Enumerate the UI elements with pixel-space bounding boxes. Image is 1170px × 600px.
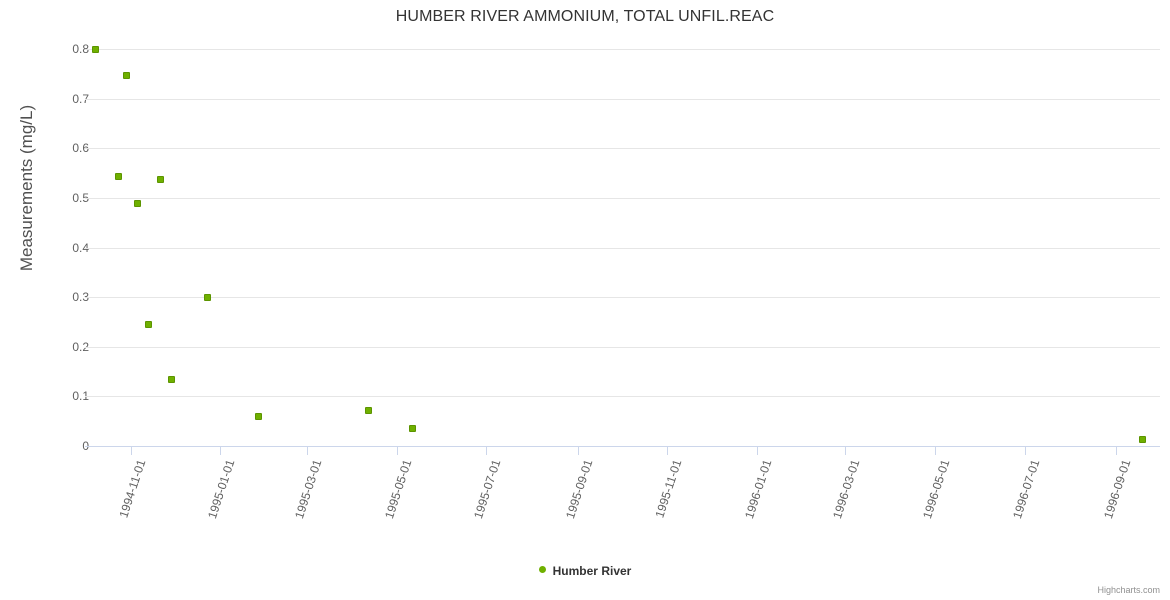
x-axis-tick-label: 1995-09-01 [562, 457, 596, 521]
data-point[interactable] [1138, 435, 1146, 443]
x-axis-tick-label: 1996-03-01 [830, 457, 863, 521]
x-axis-tick-label: 1995-05-01 [381, 457, 415, 521]
x-axis-tick-mark [667, 447, 669, 455]
legend-item-humber-river[interactable]: Humber River [538, 563, 632, 578]
x-axis-tick-label: 1995-01-01 [205, 457, 238, 521]
gridline [85, 148, 1160, 150]
plot-area [85, 45, 1160, 447]
x-axis-tick-mark [1024, 447, 1026, 455]
gridline [85, 197, 1160, 199]
legend-item-label: Humber River [552, 563, 632, 578]
x-axis-line [85, 446, 1160, 447]
x-axis-tick-mark [220, 447, 222, 455]
x-axis-tick-mark [130, 447, 132, 455]
x-axis-tick-label: 1994-11-01 [115, 457, 148, 520]
x-axis-tick-mark [935, 447, 936, 455]
y-axis-tick-label: 0.7 [72, 91, 89, 106]
legend: Humber River [0, 563, 1170, 578]
x-axis-tick-label: 1995-03-01 [292, 457, 325, 521]
chart-title: HUMBER RIVER AMMONIUM, TOTAL UNFIL.REAC [395, 8, 775, 25]
x-axis-tick-label: 1995-11-01 [652, 457, 685, 520]
x-axis-tick-mark [757, 447, 759, 455]
x-axis-tick-label: 1996-05-01 [920, 457, 953, 521]
x-axis-tick-label: 1996-01-01 [742, 457, 775, 521]
x-axis-tick-label: 1996-07-01 [1009, 457, 1043, 521]
x-axis-tick-mark [845, 447, 847, 455]
y-axis-tick-label: 0.1 [72, 389, 89, 404]
gridline [85, 396, 1160, 398]
highcharts-credit-link[interactable]: Highcharts.com [1097, 585, 1160, 595]
x-axis-tick-label: 1996-09-01 [1100, 457, 1134, 521]
data-point[interactable] [255, 412, 263, 420]
y-axis-tick-label: 0.6 [72, 141, 89, 156]
data-point[interactable] [144, 320, 152, 328]
data-point[interactable] [122, 71, 130, 79]
x-axis-tick-mark [1115, 447, 1117, 455]
data-point[interactable] [409, 425, 417, 433]
y-axis-tick-label: 0.5 [72, 190, 89, 205]
data-point[interactable] [156, 176, 164, 183]
y-axis-tick-label: 0.8 [72, 42, 89, 56]
data-point[interactable] [91, 45, 99, 53]
data-point[interactable] [115, 173, 123, 181]
data-point[interactable] [203, 293, 211, 301]
gridline [85, 346, 1160, 348]
gridline [85, 247, 1160, 249]
x-axis-tick-mark [486, 447, 488, 455]
data-point[interactable] [365, 407, 373, 415]
gridline [85, 49, 1160, 50]
y-axis-tick-label: 0.3 [72, 290, 89, 305]
y-axis-tick-label: 0.2 [72, 339, 89, 354]
x-axis-tick-label: 1995-07-01 [471, 457, 504, 521]
gridline [85, 98, 1160, 100]
data-point[interactable] [168, 376, 176, 384]
x-axis-tick-mark [396, 447, 398, 455]
data-point[interactable] [134, 199, 142, 207]
y-axis-tick-label: 0 [29, 440, 89, 452]
legend-marker-icon [538, 566, 546, 574]
y-axis-tick-label: 0.4 [72, 240, 89, 255]
x-axis-tick-mark [577, 447, 579, 455]
gridline [85, 297, 1160, 299]
x-axis-tick-mark [307, 447, 309, 455]
